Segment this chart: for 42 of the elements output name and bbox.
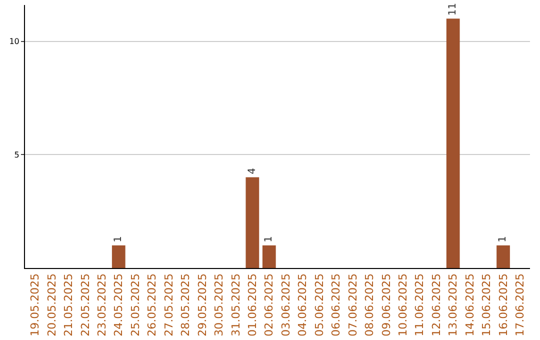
x-tick-label: 04.06.2025 xyxy=(296,273,310,336)
x-tick-label: 29.05.2025 xyxy=(196,273,209,336)
bar xyxy=(446,18,460,268)
x-tick-label: 05.06.2025 xyxy=(312,273,326,336)
bar xyxy=(496,245,510,268)
x-tick-label: 14.06.2025 xyxy=(463,273,476,336)
x-tick-label: 09.06.2025 xyxy=(380,273,393,336)
x-tick-label: 13.06.2025 xyxy=(446,273,460,336)
x-tick-label: 03.06.2025 xyxy=(279,273,292,336)
bar xyxy=(112,245,126,268)
x-tick-label: 12.06.2025 xyxy=(430,273,443,336)
x-tick-label: 22.05.2025 xyxy=(78,273,92,336)
data-label: 11 xyxy=(448,2,459,16)
data-label: 1 xyxy=(498,236,509,242)
x-tick-label: 25.05.2025 xyxy=(128,273,142,336)
x-tick-label: 24.05.2025 xyxy=(112,273,126,336)
x-tick-label: 17.06.2025 xyxy=(514,273,527,336)
x-tick-label: 28.05.2025 xyxy=(179,273,192,336)
data-label: 4 xyxy=(246,168,258,174)
x-tick-label: 01.06.2025 xyxy=(246,273,259,336)
data-label: 1 xyxy=(113,236,124,242)
x-tick-label: 20.05.2025 xyxy=(45,273,58,336)
x-tick-label: 26.05.2025 xyxy=(146,273,159,336)
x-tick-label: 23.05.2025 xyxy=(95,273,108,336)
x-tick-label: 27.05.2025 xyxy=(162,273,176,336)
bar xyxy=(262,245,276,268)
x-tick-label: 21.05.2025 xyxy=(62,273,76,336)
y-tick-label: 10 xyxy=(9,37,20,46)
x-tick-label: 11.06.2025 xyxy=(413,273,426,336)
data-label: 1 xyxy=(264,236,275,242)
x-tick-label: 10.06.2025 xyxy=(396,273,410,336)
x-tick-label: 02.06.2025 xyxy=(262,273,276,336)
x-tick-label: 06.06.2025 xyxy=(330,273,343,336)
x-tick-label: 07.06.2025 xyxy=(346,273,360,336)
x-tick-label: 08.06.2025 xyxy=(363,273,376,336)
x-tick-label: 15.06.2025 xyxy=(480,273,494,336)
x-tick-label: 30.05.2025 xyxy=(212,273,226,336)
bar xyxy=(246,177,260,268)
y-tick-label: 5 xyxy=(14,150,20,160)
x-tick-label: 19.05.2025 xyxy=(28,273,42,336)
x-tick-label: 31.05.2025 xyxy=(229,273,242,336)
x-tick-label: 16.06.2025 xyxy=(496,273,510,336)
